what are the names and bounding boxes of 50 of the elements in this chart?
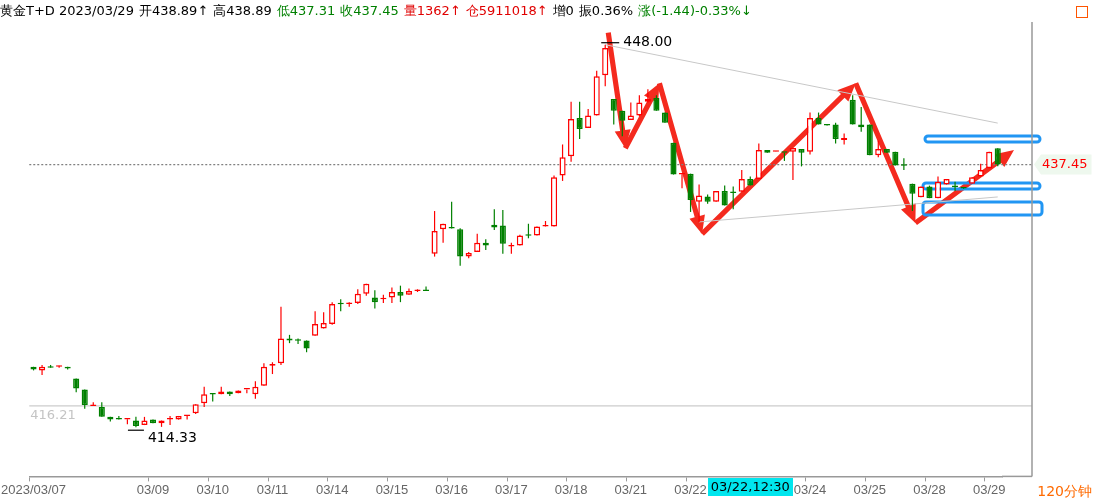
candlestick bbox=[576, 101, 583, 140]
text: 高438.89 bbox=[213, 3, 272, 18]
text: 120分钟 bbox=[1037, 483, 1092, 501]
x-tick-label: 2023/03/07 bbox=[0, 481, 67, 497]
candlestick bbox=[687, 173, 694, 213]
candlestick bbox=[329, 301, 336, 326]
x-tick-label: 03/25 bbox=[853, 481, 887, 497]
candlestick bbox=[636, 94, 643, 117]
candlestick bbox=[849, 94, 856, 126]
candlestick bbox=[841, 132, 848, 146]
candlestick bbox=[610, 98, 617, 126]
x-tick-label: 03/24 bbox=[793, 481, 827, 497]
text: 仓5911018↑ bbox=[465, 3, 548, 18]
candlestick bbox=[277, 306, 285, 366]
candlestick bbox=[201, 386, 208, 408]
text: 量1362↑ bbox=[403, 3, 461, 18]
text: 开438.89↑ bbox=[138, 3, 209, 18]
x-tick-label: 03/15 bbox=[375, 481, 409, 497]
x-tick-label: 03/21 bbox=[614, 481, 648, 497]
x-tick-label: 03/17 bbox=[495, 481, 528, 497]
x-tick-label: 03/22 bbox=[674, 481, 707, 497]
x-tick-label: 03/09 bbox=[136, 481, 170, 497]
text: 03/22,12:30 bbox=[707, 478, 793, 497]
text: 涨(-1.44)-0.33%↓ bbox=[638, 3, 752, 18]
ref-line-label: 437.45 bbox=[1042, 155, 1088, 171]
candlestick bbox=[909, 183, 916, 212]
candlestick bbox=[431, 210, 438, 258]
candlestick bbox=[312, 310, 319, 337]
chart-title: 黄金T+D 2023/03/29 bbox=[0, 3, 134, 18]
text: 414.33 bbox=[147, 428, 197, 445]
text: 振0.36% bbox=[578, 3, 634, 18]
candlestick bbox=[559, 143, 566, 182]
annotation: 448.00 bbox=[623, 33, 673, 50]
ref-line-label: 416.21 bbox=[30, 407, 76, 423]
candlestick bbox=[474, 233, 481, 253]
candlestick bbox=[619, 110, 626, 137]
x-tick-label: 03/14 bbox=[315, 481, 349, 497]
x-tick-label: 03/29 bbox=[972, 481, 1006, 497]
text: 收437.45 bbox=[340, 3, 399, 18]
x-tick-label: 03/10 bbox=[196, 481, 229, 497]
candlestick bbox=[499, 209, 506, 255]
candlestick bbox=[371, 289, 378, 310]
candlestick bbox=[832, 122, 839, 145]
candlestick bbox=[38, 364, 46, 376]
x-tick-label: 03/11 bbox=[256, 481, 289, 497]
x-tick-label: 03/16 bbox=[435, 481, 468, 497]
text: 增0 bbox=[552, 3, 574, 18]
x-tick-label: 03/28 bbox=[913, 481, 946, 497]
x-tick-label: 03/18 bbox=[554, 481, 588, 497]
text: 低437.31 bbox=[276, 3, 336, 18]
